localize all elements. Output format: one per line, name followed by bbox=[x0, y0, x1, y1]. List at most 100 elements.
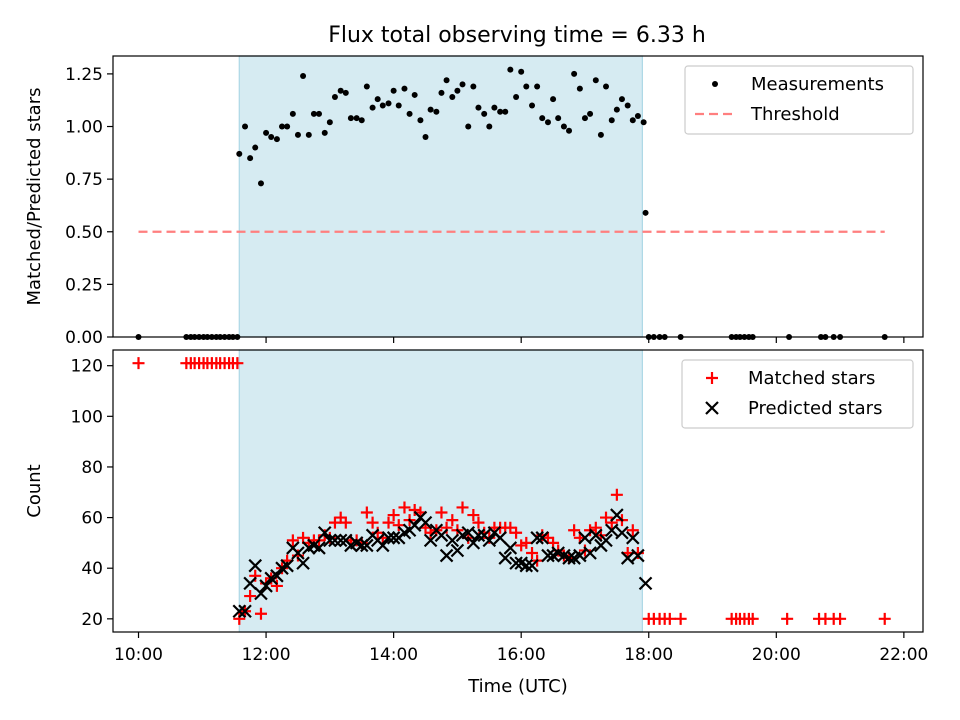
predicted-star-point bbox=[525, 558, 539, 573]
top-panel-frame bbox=[112, 55, 924, 338]
measurement-point bbox=[465, 123, 472, 130]
measurement-point bbox=[252, 144, 259, 151]
measurement-point bbox=[406, 110, 413, 117]
measurement-point bbox=[395, 102, 402, 109]
matched-star-point bbox=[626, 524, 639, 537]
matched-star-point bbox=[781, 612, 794, 625]
legend-measurement-swatch bbox=[712, 81, 718, 87]
measurement-point bbox=[581, 115, 588, 122]
predicted-star-point bbox=[631, 548, 645, 563]
y-tick-label: 120 bbox=[71, 357, 103, 377]
predicted-star-point bbox=[238, 604, 252, 619]
predicted-star-point bbox=[466, 536, 481, 550]
x-tick-label: 20:00 bbox=[752, 645, 801, 665]
legend-box bbox=[684, 65, 914, 135]
predicted-star-point bbox=[386, 531, 401, 545]
matched-star-point bbox=[568, 524, 581, 537]
legend-box bbox=[681, 359, 914, 429]
measurement-point bbox=[268, 134, 275, 141]
bottom-panel-legend: Matched stars Predicted stars bbox=[681, 359, 914, 429]
matched-star-point bbox=[472, 516, 485, 529]
predicted-star-point bbox=[604, 523, 619, 538]
matched-star-point bbox=[467, 509, 480, 522]
predicted-star-point bbox=[296, 556, 310, 570]
measurement-point bbox=[321, 129, 328, 136]
measurement-point bbox=[385, 100, 392, 107]
measurement-point bbox=[470, 83, 477, 90]
matched-star-point bbox=[382, 516, 395, 529]
measurement-point bbox=[454, 87, 461, 94]
measurement-point bbox=[576, 85, 583, 92]
matched-star-point bbox=[387, 509, 400, 522]
matched-star-point bbox=[663, 612, 676, 625]
y-tick-label: 1.00 bbox=[65, 118, 103, 138]
predicted-star-point bbox=[509, 556, 523, 570]
measurement-point bbox=[438, 89, 445, 96]
measurement-point bbox=[507, 66, 514, 73]
measurement-point bbox=[358, 117, 365, 124]
measurement-point bbox=[427, 106, 434, 113]
matched-star-point bbox=[132, 357, 145, 370]
x-tick-label: 22:00 bbox=[879, 645, 928, 665]
bottom-panel-frame bbox=[112, 349, 924, 633]
y-tick-label: 100 bbox=[71, 407, 103, 427]
predicted-star-point bbox=[519, 558, 534, 573]
measurement-point bbox=[417, 117, 424, 124]
measurement-point bbox=[502, 108, 509, 115]
predicted-star-point bbox=[445, 533, 460, 548]
predicted-star-point bbox=[626, 531, 640, 545]
bottom-panel-counts: 20 40 60 80 100 120 10:00 12:00 14:00 16:00 18:00… bbox=[24, 349, 928, 697]
measurement-point bbox=[555, 115, 562, 122]
predicted-star-point bbox=[638, 576, 653, 591]
measurement-point bbox=[603, 83, 610, 90]
measurement-point bbox=[374, 96, 381, 103]
matched-star-point bbox=[231, 357, 244, 370]
predicted-star-point bbox=[333, 533, 348, 548]
predicted-star-point bbox=[248, 558, 263, 573]
predicted-star-point bbox=[407, 518, 422, 532]
measurement-point bbox=[300, 72, 307, 79]
matched-star-point bbox=[520, 536, 533, 549]
y-tick-label: 60 bbox=[81, 509, 103, 529]
legend-predicted-swatch bbox=[705, 401, 719, 415]
predicted-star-point bbox=[589, 528, 603, 543]
measurement-point bbox=[310, 110, 317, 117]
measurement-point bbox=[629, 117, 636, 124]
predicted-star-point bbox=[573, 548, 587, 563]
measurement-point bbox=[263, 129, 270, 136]
predicted-star-point bbox=[328, 533, 342, 548]
matched-star-point bbox=[526, 547, 539, 560]
predicted-star-point bbox=[450, 543, 465, 558]
predicted-star-point bbox=[317, 525, 332, 540]
measurement-point bbox=[316, 110, 323, 117]
star-count-points bbox=[132, 357, 891, 625]
measurement-point bbox=[294, 131, 301, 138]
y-tick-label: 0.75 bbox=[65, 170, 103, 190]
measurement-point bbox=[497, 108, 504, 115]
predicted-star-point bbox=[620, 551, 635, 565]
predicted-star-point bbox=[360, 538, 374, 553]
measurement-point bbox=[475, 104, 482, 111]
matched-star-point bbox=[408, 503, 421, 516]
top-panel-legend: Measurements Threshold bbox=[684, 65, 914, 135]
measurement-point bbox=[289, 110, 296, 117]
matched-star-point bbox=[674, 612, 687, 625]
measurement-point bbox=[481, 110, 488, 117]
predicted-star-point bbox=[291, 546, 305, 560]
figure-title: Flux total observing time = 6.33 h bbox=[328, 23, 706, 48]
measurement-point bbox=[257, 180, 264, 187]
measurement-point bbox=[279, 123, 286, 130]
measurement-point bbox=[544, 119, 551, 126]
bottom-panel-y-ticks: 20 40 60 80 100 120 bbox=[71, 357, 113, 630]
measurement-point bbox=[608, 117, 615, 124]
predicted-star-point bbox=[418, 515, 433, 530]
measurement-point bbox=[539, 115, 546, 122]
measurement-point bbox=[369, 104, 376, 111]
measurement-point bbox=[486, 123, 493, 130]
matched-star-point bbox=[510, 526, 523, 539]
x-tick-label: 10:00 bbox=[114, 645, 163, 665]
predicted-star-point bbox=[482, 533, 497, 548]
top-panel-y-ticks: 0.00 0.25 0.50 0.75 1.00 1.25 bbox=[65, 65, 113, 348]
measurement-point bbox=[337, 87, 344, 94]
